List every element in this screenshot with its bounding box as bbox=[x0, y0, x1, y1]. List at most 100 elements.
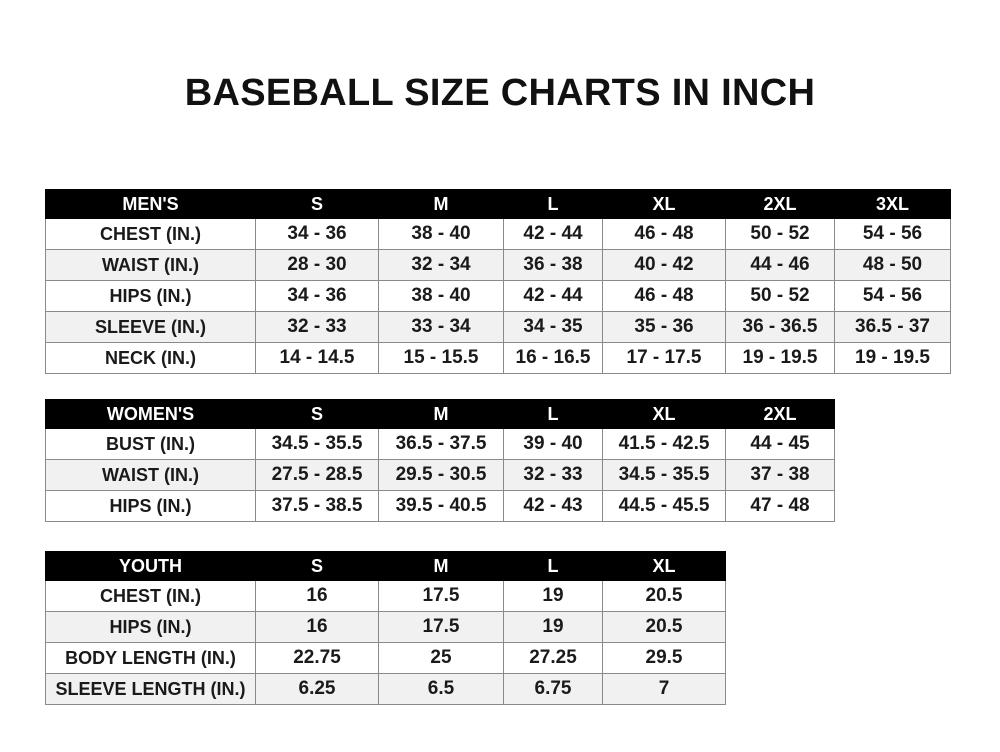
measurement-cell: 40 - 42 bbox=[602, 249, 726, 281]
measurement-label: NECK (IN.) bbox=[45, 342, 256, 374]
measurement-cell: 50 - 52 bbox=[725, 218, 835, 250]
measurement-cell: 41.5 - 42.5 bbox=[602, 428, 726, 460]
measurement-cell: 22.75 bbox=[255, 642, 379, 674]
measurement-cell: 33 - 34 bbox=[378, 311, 504, 343]
measurement-cell: 44 - 45 bbox=[725, 428, 835, 460]
header-row: YOUTH S M L XL bbox=[45, 551, 726, 581]
measurement-cell: 37 - 38 bbox=[725, 459, 835, 491]
measurement-cell: 16 bbox=[255, 611, 379, 643]
measurement-label: HIPS (IN.) bbox=[45, 280, 256, 312]
table-row: WAIST (IN.) 28 - 30 32 - 34 36 - 38 40 - 42 4… bbox=[45, 249, 951, 281]
measurement-label: CHEST (IN.) bbox=[45, 580, 256, 612]
measurement-cell: 42 - 43 bbox=[503, 490, 603, 522]
table-row: BUST (IN.) 34.5 - 35.5 36.5 - 37.5 39 - 40 4… bbox=[45, 428, 835, 460]
measurement-cell: 17.5 bbox=[378, 611, 504, 643]
size-header: L bbox=[503, 399, 603, 429]
measurement-cell: 37.5 - 38.5 bbox=[255, 490, 379, 522]
measurement-cell: 42 - 44 bbox=[503, 218, 603, 250]
category-header: MEN'S bbox=[45, 189, 256, 219]
category-header: WOMEN'S bbox=[45, 399, 256, 429]
measurement-cell: 16 - 16.5 bbox=[503, 342, 603, 374]
womens-size-table: WOMEN'S S M L XL 2XL BUST (IN.) 34.5 - 35.5 36.5… bbox=[45, 399, 835, 522]
measurement-cell: 54 - 56 bbox=[834, 218, 951, 250]
measurement-cell: 7 bbox=[602, 673, 726, 705]
measurement-cell: 54 - 56 bbox=[834, 280, 951, 312]
mens-size-table: MEN'S S M L XL 2XL 3XL CHEST (IN.) 34 - 36 38 - 4… bbox=[45, 189, 951, 374]
measurement-cell: 39.5 - 40.5 bbox=[378, 490, 504, 522]
measurement-cell: 27.5 - 28.5 bbox=[255, 459, 379, 491]
measurement-label: HIPS (IN.) bbox=[45, 490, 256, 522]
measurement-cell: 14 - 14.5 bbox=[255, 342, 379, 374]
table-row: WAIST (IN.) 27.5 - 28.5 29.5 - 30.5 32 - 33… bbox=[45, 459, 835, 491]
measurement-cell: 38 - 40 bbox=[378, 280, 504, 312]
measurement-cell: 48 - 50 bbox=[834, 249, 951, 281]
measurement-cell: 20.5 bbox=[602, 580, 726, 612]
table-row: HIPS (IN.) 37.5 - 38.5 39.5 - 40.5 42 - 43 4… bbox=[45, 490, 835, 522]
size-header: XL bbox=[602, 399, 726, 429]
measurement-cell: 34 - 36 bbox=[255, 218, 379, 250]
measurement-cell: 25 bbox=[378, 642, 504, 674]
size-header: M bbox=[378, 551, 504, 581]
measurement-cell: 19 bbox=[503, 580, 603, 612]
measurement-cell: 6.5 bbox=[378, 673, 504, 705]
measurement-label: BODY LENGTH (IN.) bbox=[45, 642, 256, 674]
header-row: MEN'S S M L XL 2XL 3XL bbox=[45, 189, 951, 219]
measurement-cell: 15 - 15.5 bbox=[378, 342, 504, 374]
measurement-cell: 42 - 44 bbox=[503, 280, 603, 312]
measurement-cell: 35 - 36 bbox=[602, 311, 726, 343]
measurement-cell: 36.5 - 37.5 bbox=[378, 428, 504, 460]
measurement-cell: 38 - 40 bbox=[378, 218, 504, 250]
measurement-cell: 32 - 33 bbox=[255, 311, 379, 343]
size-header: 2XL bbox=[725, 399, 835, 429]
measurement-cell: 19 - 19.5 bbox=[834, 342, 951, 374]
youth-size-table: YOUTH S M L XL CHEST (IN.) 16 17.5 19 20.5 HIPS (I… bbox=[45, 551, 726, 705]
measurement-cell: 39 - 40 bbox=[503, 428, 603, 460]
measurement-label: HIPS (IN.) bbox=[45, 611, 256, 643]
table-row: BODY LENGTH (IN.) 22.75 25 27.25 29.5 bbox=[45, 642, 726, 674]
size-header: S bbox=[255, 189, 379, 219]
size-header: 3XL bbox=[834, 189, 951, 219]
table-row: CHEST (IN.) 34 - 36 38 - 40 42 - 44 46 - 48 5… bbox=[45, 218, 951, 250]
table-row: NECK (IN.) 14 - 14.5 15 - 15.5 16 - 16.5 17 … bbox=[45, 342, 951, 374]
measurement-cell: 44.5 - 45.5 bbox=[602, 490, 726, 522]
measurement-cell: 17 - 17.5 bbox=[602, 342, 726, 374]
measurement-cell: 36.5 - 37 bbox=[834, 311, 951, 343]
measurement-cell: 19 bbox=[503, 611, 603, 643]
size-header: L bbox=[503, 551, 603, 581]
size-header: M bbox=[378, 189, 504, 219]
measurement-label: SLEEVE LENGTH (IN.) bbox=[45, 673, 256, 705]
measurement-cell: 44 - 46 bbox=[725, 249, 835, 281]
table-row: HIPS (IN.) 16 17.5 19 20.5 bbox=[45, 611, 726, 643]
header-row: WOMEN'S S M L XL 2XL bbox=[45, 399, 835, 429]
size-header: S bbox=[255, 551, 379, 581]
measurement-cell: 36 - 38 bbox=[503, 249, 603, 281]
measurement-cell: 17.5 bbox=[378, 580, 504, 612]
size-header: XL bbox=[602, 551, 726, 581]
size-header: L bbox=[503, 189, 603, 219]
measurement-cell: 50 - 52 bbox=[725, 280, 835, 312]
size-header: 2XL bbox=[725, 189, 835, 219]
measurement-cell: 27.25 bbox=[503, 642, 603, 674]
measurement-cell: 6.25 bbox=[255, 673, 379, 705]
measurement-cell: 34.5 - 35.5 bbox=[602, 459, 726, 491]
measurement-cell: 34 - 36 bbox=[255, 280, 379, 312]
size-header: M bbox=[378, 399, 504, 429]
measurement-cell: 34.5 - 35.5 bbox=[255, 428, 379, 460]
measurement-cell: 6.75 bbox=[503, 673, 603, 705]
measurement-cell: 16 bbox=[255, 580, 379, 612]
measurement-cell: 32 - 33 bbox=[503, 459, 603, 491]
measurement-cell: 29.5 - 30.5 bbox=[378, 459, 504, 491]
measurement-cell: 19 - 19.5 bbox=[725, 342, 835, 374]
table-row: CHEST (IN.) 16 17.5 19 20.5 bbox=[45, 580, 726, 612]
measurement-cell: 47 - 48 bbox=[725, 490, 835, 522]
measurement-cell: 32 - 34 bbox=[378, 249, 504, 281]
page-title: BASEBALL SIZE CHARTS IN INCH bbox=[184, 72, 816, 114]
table-row: HIPS (IN.) 34 - 36 38 - 40 42 - 44 46 - 48 50… bbox=[45, 280, 951, 312]
size-header: S bbox=[255, 399, 379, 429]
measurement-cell: 46 - 48 bbox=[602, 280, 726, 312]
measurement-label: WAIST (IN.) bbox=[45, 459, 256, 491]
category-header: YOUTH bbox=[45, 551, 256, 581]
measurement-cell: 46 - 48 bbox=[602, 218, 726, 250]
measurement-cell: 28 - 30 bbox=[255, 249, 379, 281]
measurement-label: BUST (IN.) bbox=[45, 428, 256, 460]
